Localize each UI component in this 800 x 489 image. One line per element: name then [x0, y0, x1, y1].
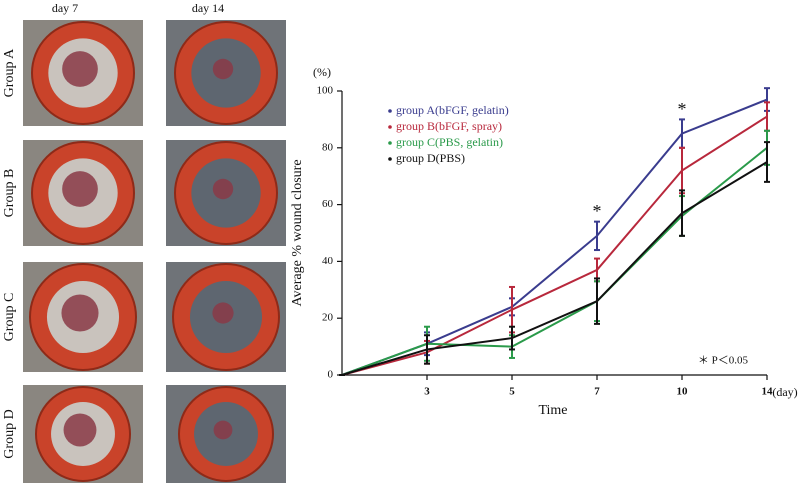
error-bar — [594, 277, 600, 325]
series-line — [341, 147, 768, 376]
x-tick-label: 3 — [424, 386, 430, 398]
significance-mark: * — [678, 99, 687, 119]
error-bar — [679, 189, 685, 237]
legend-label: group C(PBS, gelatin) — [396, 135, 503, 149]
wound — [213, 420, 233, 440]
wound — [212, 58, 234, 80]
x-tick-label: 14 — [762, 386, 774, 398]
legend-label: group B(bFGF, spray) — [396, 119, 502, 133]
x-tick-label: 5 — [509, 386, 515, 398]
error-bar — [764, 141, 770, 183]
y-tick-label: 40 — [322, 255, 334, 267]
row-label: Group A — [2, 48, 17, 98]
row-label: Group D — [2, 409, 17, 458]
series-line — [341, 161, 768, 376]
wound — [62, 51, 98, 87]
legend-marker — [388, 141, 392, 145]
row-label: Group C — [2, 293, 17, 342]
legend-marker — [388, 157, 392, 161]
legend-label: group A(bFGF, gelatin) — [396, 103, 509, 117]
wound — [212, 178, 234, 200]
significance-note: ＊ P＜0.05 — [698, 355, 749, 367]
y-tick-label: 100 — [317, 85, 334, 97]
error-bar — [679, 146, 685, 195]
x-tick-label: 7 — [594, 386, 600, 398]
column-label: day 14 — [192, 1, 224, 15]
legend-marker — [388, 109, 392, 113]
y-tick-label: 80 — [322, 141, 334, 153]
error-bar — [509, 325, 515, 351]
x-axis-title: Time — [538, 403, 567, 418]
legend-label: group D(PBS) — [396, 151, 465, 165]
legend-marker — [388, 125, 392, 129]
y-tick-label: 20 — [322, 312, 334, 324]
x-unit: (day) — [772, 385, 797, 399]
error-bar — [764, 101, 770, 132]
row-label: Group B — [2, 169, 17, 218]
y-tick-label: 60 — [322, 198, 334, 210]
x-tick-label: 10 — [677, 386, 689, 398]
wound — [63, 413, 97, 447]
wound — [212, 302, 234, 324]
error-bar — [424, 334, 430, 365]
significance-mark: * — [593, 201, 602, 221]
wound — [61, 294, 99, 332]
y-tick-label: 0 — [328, 369, 334, 381]
y-axis-title: Average % wound closure — [290, 159, 305, 306]
wound — [62, 171, 98, 207]
y-unit: (%) — [313, 65, 331, 79]
error-bar — [594, 220, 600, 252]
series-line — [341, 115, 768, 376]
column-label: day 7 — [52, 1, 78, 15]
